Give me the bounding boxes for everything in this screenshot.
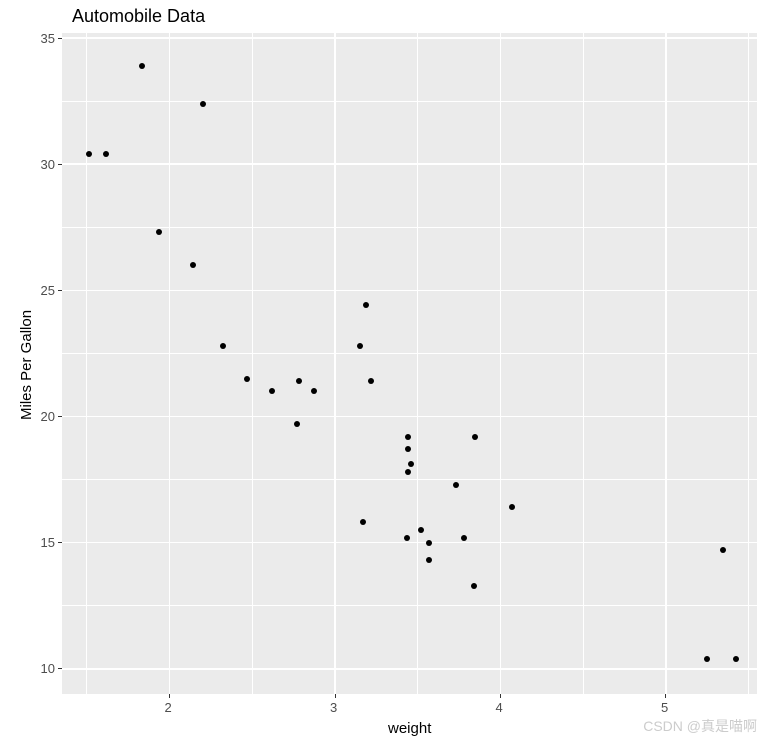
y-minor-gridline <box>62 227 757 228</box>
chart-container: Automobile Data Miles Per Gallon weight … <box>0 0 765 756</box>
x-tick-label: 5 <box>661 700 668 715</box>
data-point <box>405 446 411 452</box>
y-tick-label: 35 <box>41 31 55 46</box>
y-major-gridline <box>62 416 757 418</box>
data-point <box>156 229 162 235</box>
data-point <box>472 434 478 440</box>
x-tick-label: 2 <box>165 700 172 715</box>
data-point <box>294 421 300 427</box>
data-point <box>733 656 739 662</box>
y-major-gridline <box>62 163 757 165</box>
data-point <box>357 343 363 349</box>
x-tick-label: 3 <box>330 700 337 715</box>
data-point <box>269 388 275 394</box>
x-major-gridline <box>334 33 336 694</box>
x-minor-gridline <box>583 33 584 694</box>
x-minor-gridline <box>417 33 418 694</box>
y-tick-label: 25 <box>41 283 55 298</box>
x-minor-gridline <box>748 33 749 694</box>
y-tick-label: 30 <box>41 157 55 172</box>
data-point <box>244 376 250 382</box>
x-minor-gridline <box>86 33 87 694</box>
watermark: CSDN @真是喵啊 <box>643 716 757 736</box>
data-point <box>368 378 374 384</box>
y-axis-label: Miles Per Gallon <box>18 310 35 420</box>
x-tick-mark <box>500 694 501 698</box>
plot-panel <box>62 33 757 694</box>
data-point <box>461 535 467 541</box>
data-point <box>453 482 459 488</box>
y-major-gridline <box>62 542 757 544</box>
data-point <box>408 461 414 467</box>
chart-title: Automobile Data <box>72 6 205 27</box>
x-axis-label: weight <box>388 720 431 737</box>
data-point <box>86 151 92 157</box>
data-point <box>360 519 366 525</box>
y-tick-label: 15 <box>41 535 55 550</box>
data-point <box>418 527 424 533</box>
x-major-gridline <box>169 33 171 694</box>
data-point <box>405 434 411 440</box>
x-tick-mark <box>665 694 666 698</box>
y-tick-mark <box>58 416 62 417</box>
y-minor-gridline <box>62 101 757 102</box>
data-point <box>190 262 196 268</box>
y-major-gridline <box>62 290 757 292</box>
data-point <box>296 378 302 384</box>
y-major-gridline <box>62 37 757 39</box>
x-major-gridline <box>665 33 667 694</box>
data-point <box>471 583 477 589</box>
data-point <box>363 302 369 308</box>
y-tick-mark <box>58 290 62 291</box>
x-tick-mark <box>335 694 336 698</box>
data-point <box>103 151 109 157</box>
data-point <box>405 469 411 475</box>
y-tick-mark <box>58 38 62 39</box>
data-point <box>426 540 432 546</box>
data-point <box>404 535 410 541</box>
x-minor-gridline <box>252 33 253 694</box>
x-tick-mark <box>169 694 170 698</box>
x-major-gridline <box>500 33 502 694</box>
data-point <box>220 343 226 349</box>
data-point <box>704 656 710 662</box>
x-tick-label: 4 <box>496 700 503 715</box>
y-tick-mark <box>58 668 62 669</box>
y-minor-gridline <box>62 353 757 354</box>
y-minor-gridline <box>62 479 757 480</box>
data-point <box>720 547 726 553</box>
data-point <box>426 557 432 563</box>
data-point <box>200 101 206 107</box>
data-point <box>139 63 145 69</box>
y-tick-label: 20 <box>41 409 55 424</box>
y-tick-mark <box>58 542 62 543</box>
data-point <box>311 388 317 394</box>
y-tick-label: 10 <box>41 661 55 676</box>
y-minor-gridline <box>62 605 757 606</box>
y-tick-mark <box>58 164 62 165</box>
data-point <box>509 504 515 510</box>
y-major-gridline <box>62 668 757 670</box>
